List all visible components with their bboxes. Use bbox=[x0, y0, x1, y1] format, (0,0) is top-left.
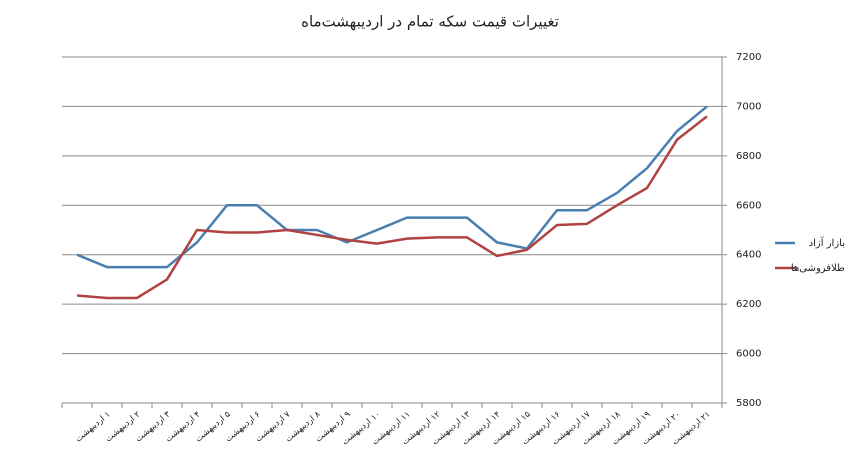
y-tick-label: 7000 bbox=[736, 101, 761, 112]
y-tick-label: 6600 bbox=[736, 200, 761, 211]
y-tick-label: 6400 bbox=[736, 250, 761, 261]
y-tick-label: 6800 bbox=[736, 151, 761, 162]
series-line bbox=[76, 115, 708, 300]
y-tick-label: 6200 bbox=[736, 299, 761, 310]
series-line bbox=[76, 105, 708, 269]
legend-label: بازار آزاد bbox=[809, 236, 845, 249]
y-tick-label: 6000 bbox=[736, 349, 761, 360]
chart-title: تغییرات قیمت سکه تمام در اردیبهشت‌ماه bbox=[301, 13, 559, 31]
legend-label: طلافروشی‌ها bbox=[791, 263, 845, 274]
y-tick-label: 5800 bbox=[736, 398, 761, 409]
y-tick-label: 7200 bbox=[736, 52, 761, 63]
